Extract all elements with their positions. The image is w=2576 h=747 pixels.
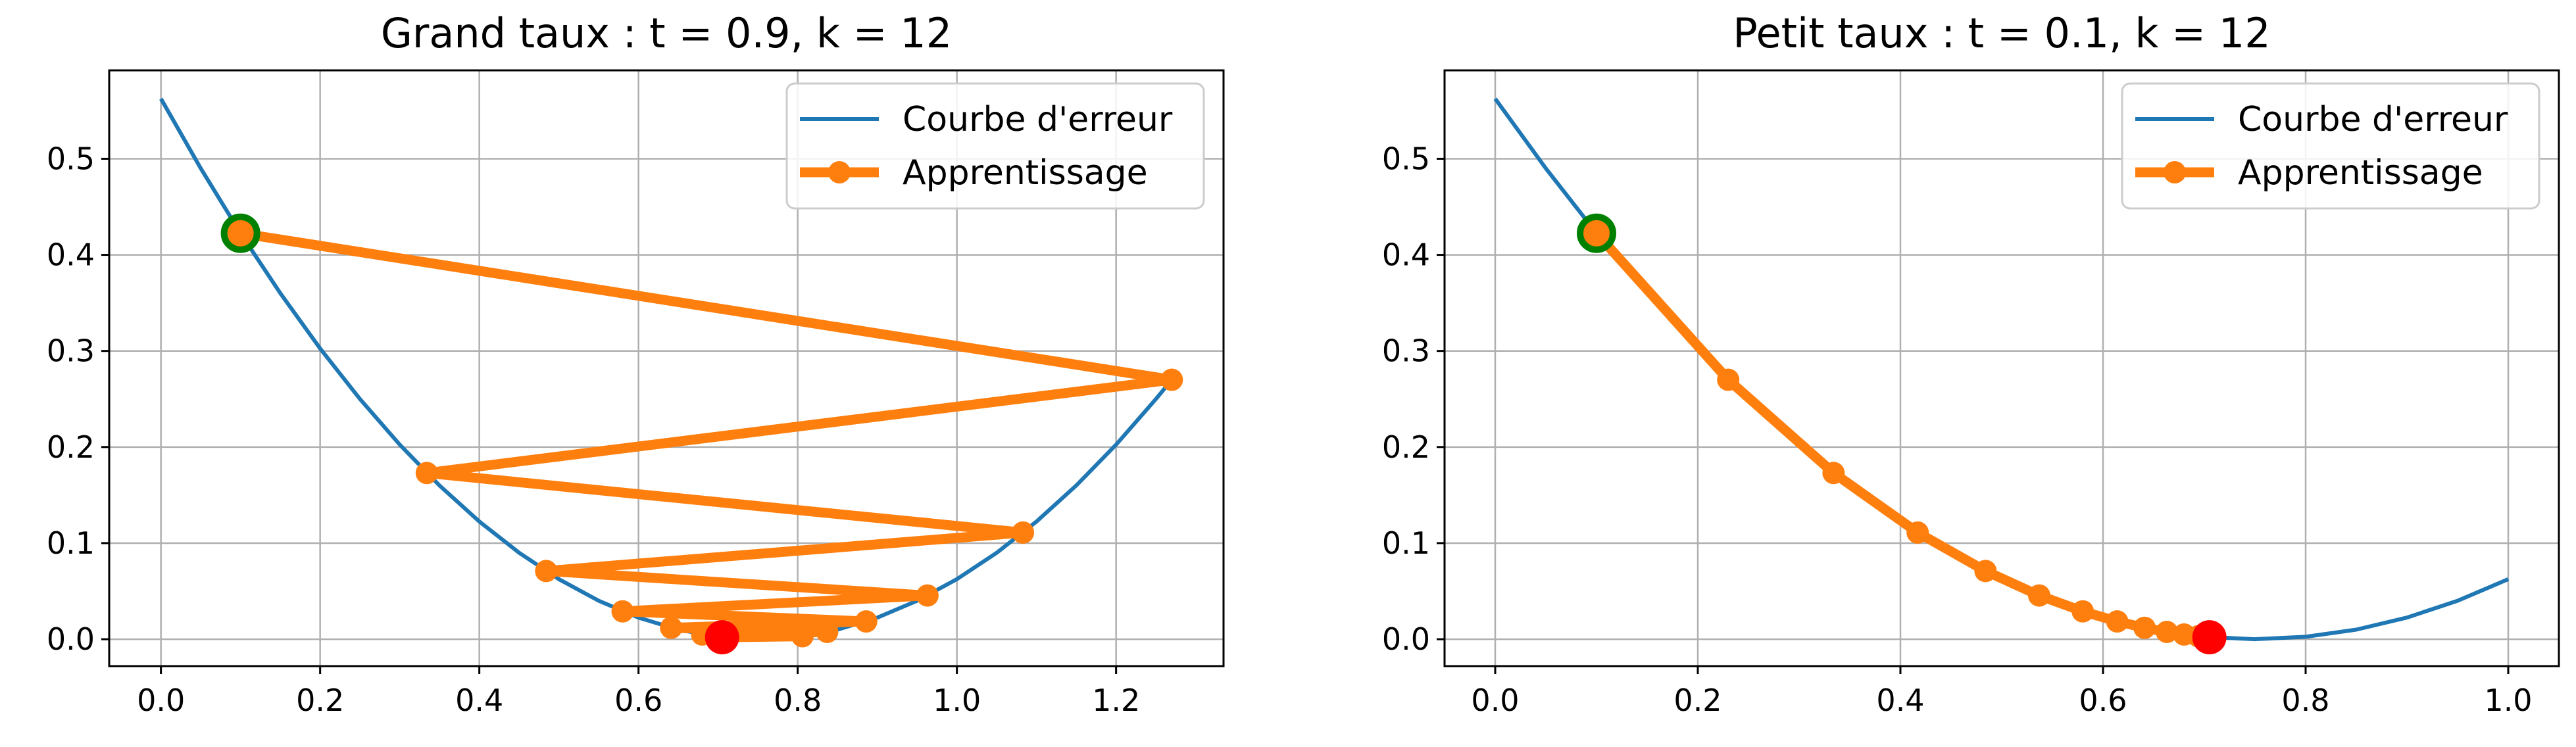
learning-path-point xyxy=(611,600,634,623)
learning-path-point xyxy=(2156,620,2179,643)
x-tick-label: 0.8 xyxy=(2281,683,2329,718)
learning-path-point xyxy=(2071,600,2094,623)
learning-path-point xyxy=(1717,368,1740,391)
y-tick-label: 0.1 xyxy=(47,525,95,561)
legend-path-label-right: Apprentissage xyxy=(2238,153,2483,193)
x-tick-label: 1.0 xyxy=(2484,683,2532,718)
learning-path-point xyxy=(816,620,839,643)
start-point-marker xyxy=(1577,213,1616,253)
y-tick-label: 0.4 xyxy=(1382,237,1430,273)
x-tick-label: 0.8 xyxy=(774,683,822,718)
x-tick-label: 1.2 xyxy=(1092,683,1140,718)
learning-path-point xyxy=(916,584,939,607)
legend-right: Courbe d'erreur Apprentissage xyxy=(2121,82,2540,210)
x-tick-label: 0.0 xyxy=(137,683,185,718)
axes-frame-left xyxy=(108,69,1225,667)
y-tick-label: 0.2 xyxy=(1382,429,1430,465)
learning-path-point xyxy=(660,616,683,639)
learning-path-point xyxy=(791,625,814,648)
y-tick-label: 0.3 xyxy=(47,333,95,369)
y-tick-label: 0.1 xyxy=(1382,525,1430,561)
legend-path-label-left: Apprentissage xyxy=(903,153,1148,193)
y-tick-label: 0.2 xyxy=(47,429,95,465)
learning-path-point xyxy=(1822,462,1845,485)
end-point-marker xyxy=(705,620,739,655)
learning-path-point xyxy=(1906,521,1929,544)
x-tick-label: 0.4 xyxy=(455,683,503,718)
learning-path-point xyxy=(1974,560,1997,583)
x-tick-label: 0.4 xyxy=(1876,683,1924,718)
learning-path-point xyxy=(2106,610,2129,633)
legend-path-marker-left xyxy=(828,161,851,183)
learning-path-point xyxy=(2133,616,2156,639)
y-tick-label: 0.4 xyxy=(47,237,95,273)
chart-title-right: Petit taux : t = 0.1, k = 12 xyxy=(1733,9,2270,57)
end-point-marker xyxy=(2192,620,2227,655)
y-tick-label: 0.5 xyxy=(47,141,95,176)
axes-frame-right xyxy=(1443,69,2560,667)
x-tick-label: 0.2 xyxy=(1673,683,1721,718)
legend-left: Courbe d'erreur Apprentissage xyxy=(785,82,1205,210)
learning-path-point xyxy=(415,462,438,485)
legend-curve-label-left: Courbe d'erreur xyxy=(903,100,1173,139)
subplot-right: Petit taux : t = 0.1, k = 12 0.0 0.2 0.4 0.… xyxy=(1382,9,2560,718)
x-tick-label: 0.0 xyxy=(1471,683,1519,718)
y-tick-label: 0.0 xyxy=(47,621,95,657)
subplot-left: Grand taux : t = 0.9, k = 12 0.0 0.2 0.4 0.… xyxy=(47,9,1225,718)
learning-path-point xyxy=(2027,584,2050,607)
x-tick-label: 0.6 xyxy=(614,683,662,718)
x-tick-label: 0.2 xyxy=(296,683,344,718)
x-tick-label: 0.6 xyxy=(2079,683,2127,718)
learning-path-point xyxy=(855,610,878,633)
x-tick-label: 1.0 xyxy=(933,683,981,718)
chart-title-left: Grand taux : t = 0.9, k = 12 xyxy=(381,9,952,57)
learning-path-point xyxy=(535,560,558,583)
y-tick-label: 0.0 xyxy=(1382,621,1430,657)
learning-path-point xyxy=(1160,368,1183,391)
y-tick-label: 0.5 xyxy=(1382,141,1430,176)
start-point-marker xyxy=(220,213,260,253)
legend-path-marker-right xyxy=(2164,161,2186,183)
learning-path-point xyxy=(1012,521,1035,544)
legend-curve-label-right: Courbe d'erreur xyxy=(2238,100,2508,139)
y-tick-label: 0.3 xyxy=(1382,333,1430,369)
